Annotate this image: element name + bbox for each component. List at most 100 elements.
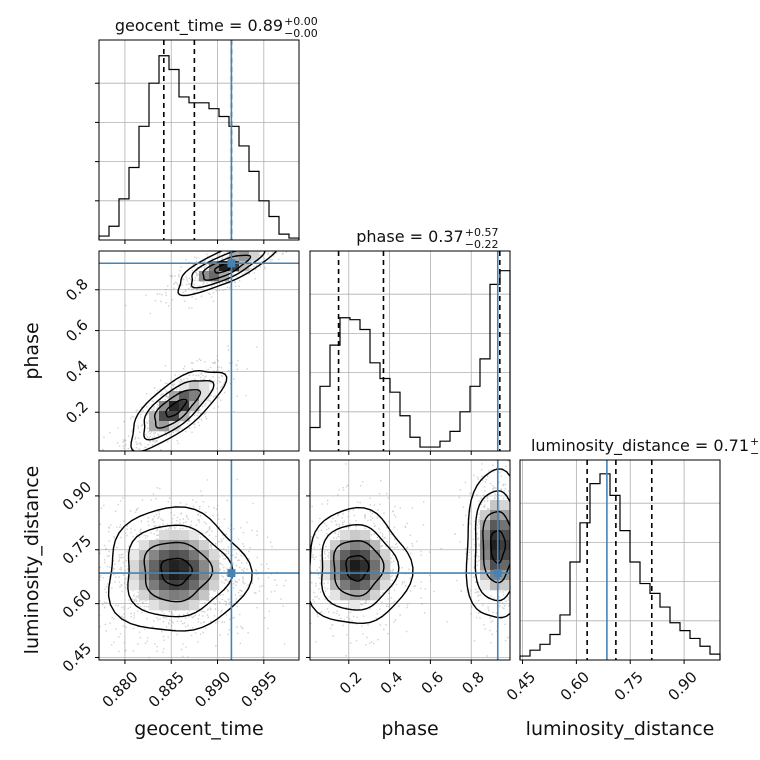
density-cell [189,530,200,541]
density-cell [199,550,210,561]
density-cell [330,550,341,561]
density-cell [490,560,501,571]
density-cell [179,560,190,571]
x-tick-label: 0.60 [557,668,593,704]
density-cell [380,550,391,561]
density-cell [500,500,510,511]
x-tick-label: 0.8 [458,668,488,698]
density-cell [179,530,190,541]
panel-content [99,251,299,451]
title-minus-error: −0.22 [465,238,499,251]
density-cell [340,550,351,561]
contour-line [465,468,510,619]
density-cell [340,590,351,601]
panel-title: luminosity_distance = 0.71 [531,436,749,456]
y-tick-label: 0.75 [59,532,95,568]
y-tick-label: 0.45 [59,639,95,675]
density-cell [149,550,160,561]
density-cell [179,381,190,392]
density-cell [189,600,200,611]
density-cell [169,600,180,611]
y-tick-label: 0.60 [59,585,95,621]
density-cell [209,580,220,591]
density-cell [360,540,371,551]
density-cell [139,540,150,551]
contour-line [160,557,193,587]
density-cell [209,570,220,581]
density-cell [199,381,210,392]
density-cell [500,580,510,591]
truth-marker [493,569,502,578]
density-cell [480,530,491,541]
density-cell [480,510,491,521]
density-cell [159,540,170,551]
density-cell [159,401,170,412]
contour-line [482,510,510,584]
contour-line [127,524,234,618]
density-cell [219,261,230,272]
density-cell [159,421,170,432]
density-cell [350,550,361,561]
x-tick-label: 0.6 [418,668,448,698]
x-tick-label: 0.75 [611,668,647,704]
density-cell [209,560,220,571]
hist-panel-geocent-time: geocent_time = 0.89 +0.00−0.00 [95,15,318,244]
x-axis-label-phase: phase [381,718,438,740]
density-cell [169,550,180,561]
contour-line [490,529,507,564]
density-cell [380,570,391,581]
density-cell [179,600,190,611]
x-tick-label: 0.45 [503,668,539,704]
density-cell [330,560,341,571]
density-cell [490,550,501,561]
density-cell [340,570,351,581]
density-cell [169,570,180,581]
title-plus-error: +0.10 [750,435,760,448]
density-cell [169,590,180,601]
density-cell [239,251,250,262]
density-cell [139,590,150,601]
title-plus-error: +0.57 [465,226,499,239]
2d-panel-geocent-time-vs-phase: 0.2 0.4 0.6 0.8 [62,250,300,455]
density-cell [360,550,371,561]
contour-line [190,251,266,289]
density-cell [490,520,501,531]
contour-line [320,523,400,611]
histogram-step [309,270,511,451]
density-cell [480,580,491,591]
density-cell [330,580,341,591]
density-cell [169,540,180,551]
contour-line [474,490,510,602]
density-cell [360,580,371,591]
density-cell [159,600,170,611]
x-tick-label: 0.880 [99,668,142,711]
density-cell [179,580,190,591]
density-cell [500,560,510,571]
density-cell [149,570,160,581]
density-cell [330,540,341,551]
density-cell [199,391,210,402]
density-cell [149,560,160,571]
contour-line [332,540,385,597]
density-cell [169,401,180,412]
density-cell [340,530,351,541]
title-minus-error: −0.00 [284,27,318,40]
density-cell [350,570,361,581]
density-cell [169,530,180,541]
axis-labels: geocent_time phase luminosity_distancephas… [21,322,714,740]
y-axis-label-luminosity-distance: luminosity_distance [21,466,43,655]
histogram-step [519,473,721,660]
density-cell [169,560,180,571]
density-cell [480,560,491,571]
density-cell [209,550,220,561]
density-cell [179,570,190,581]
panel-title: geocent_time = 0.89 [115,16,283,36]
density-cell [139,550,150,561]
sample-points [101,251,288,451]
density-cell [189,401,200,412]
hist-panel-luminosity-distance: 0.45 0.60 0.75 0.90 luminosity_distance = 0.… [503,435,760,704]
truth-marker [227,569,236,578]
density-cell [189,540,200,551]
title-value: phase = 0.37 [356,227,463,246]
